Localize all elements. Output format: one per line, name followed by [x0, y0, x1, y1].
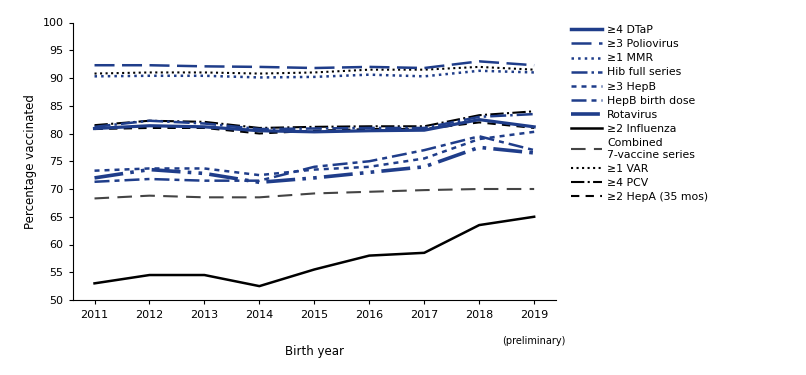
Legend: ≥4 DTaP, ≥3 Poliovirus, ≥1 MMR, Hib full series, ≥3 HepB, HepB birth dose, Rotav: ≥4 DTaP, ≥3 Poliovirus, ≥1 MMR, Hib full… [571, 25, 708, 202]
Text: (preliminary): (preliminary) [502, 336, 566, 346]
Text: Medscape: Medscape [10, 352, 88, 367]
Text: Source: MMWR © 2023 Centers for Disease Control and Prevention (CDC): Source: MMWR © 2023 Centers for Disease … [429, 355, 796, 364]
X-axis label: Birth year: Birth year [285, 345, 344, 358]
Y-axis label: Percentage vaccinated: Percentage vaccinated [24, 94, 37, 229]
